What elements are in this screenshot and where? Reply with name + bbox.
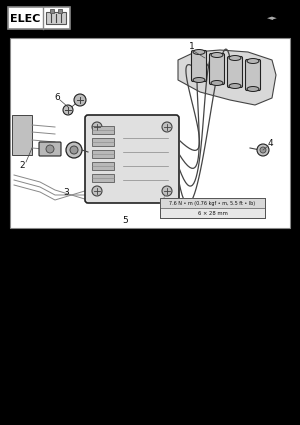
Text: 6 × 28 mm: 6 × 28 mm (198, 211, 227, 216)
Ellipse shape (193, 77, 205, 82)
Bar (92, 162, 114, 170)
Bar (10, 38, 290, 228)
Bar (58, 9, 62, 13)
Ellipse shape (247, 59, 259, 63)
Text: 2: 2 (19, 161, 25, 170)
Bar (160, 198, 265, 208)
FancyBboxPatch shape (209, 54, 224, 85)
Ellipse shape (211, 53, 223, 57)
Ellipse shape (46, 145, 54, 153)
Polygon shape (178, 50, 276, 105)
Bar (92, 174, 114, 182)
Text: 7.6 N • m (0.76 kgf • m, 5.5 ft • lb): 7.6 N • m (0.76 kgf • m, 5.5 ft • lb) (169, 201, 256, 206)
Circle shape (74, 94, 86, 106)
Circle shape (257, 144, 269, 156)
Bar (92, 150, 114, 158)
Text: 4: 4 (267, 139, 273, 147)
Ellipse shape (247, 87, 259, 91)
Circle shape (162, 186, 172, 196)
Bar (50, 9, 54, 13)
Text: 1: 1 (189, 42, 195, 51)
FancyBboxPatch shape (85, 115, 179, 203)
FancyBboxPatch shape (227, 57, 242, 88)
Text: ◄►: ◄► (267, 15, 278, 21)
Ellipse shape (229, 56, 241, 60)
Ellipse shape (229, 83, 241, 88)
FancyBboxPatch shape (191, 51, 206, 82)
Bar (12, 115, 32, 155)
Ellipse shape (193, 49, 205, 54)
Text: 6: 6 (54, 93, 60, 102)
Bar (92, 126, 114, 134)
Text: ELEC: ELEC (10, 14, 40, 23)
Bar (8, 7, 70, 29)
Circle shape (63, 105, 73, 115)
FancyBboxPatch shape (245, 60, 260, 91)
Circle shape (260, 147, 266, 153)
Circle shape (70, 146, 78, 154)
FancyBboxPatch shape (39, 142, 61, 156)
Bar (160, 198, 265, 218)
Text: 3: 3 (63, 187, 69, 196)
Circle shape (92, 122, 102, 132)
Bar (46, 12, 66, 24)
Circle shape (162, 122, 172, 132)
Circle shape (66, 142, 82, 158)
Bar (160, 198, 265, 218)
Ellipse shape (211, 80, 223, 85)
Bar (92, 138, 114, 146)
Circle shape (92, 186, 102, 196)
Text: 5: 5 (122, 215, 128, 224)
